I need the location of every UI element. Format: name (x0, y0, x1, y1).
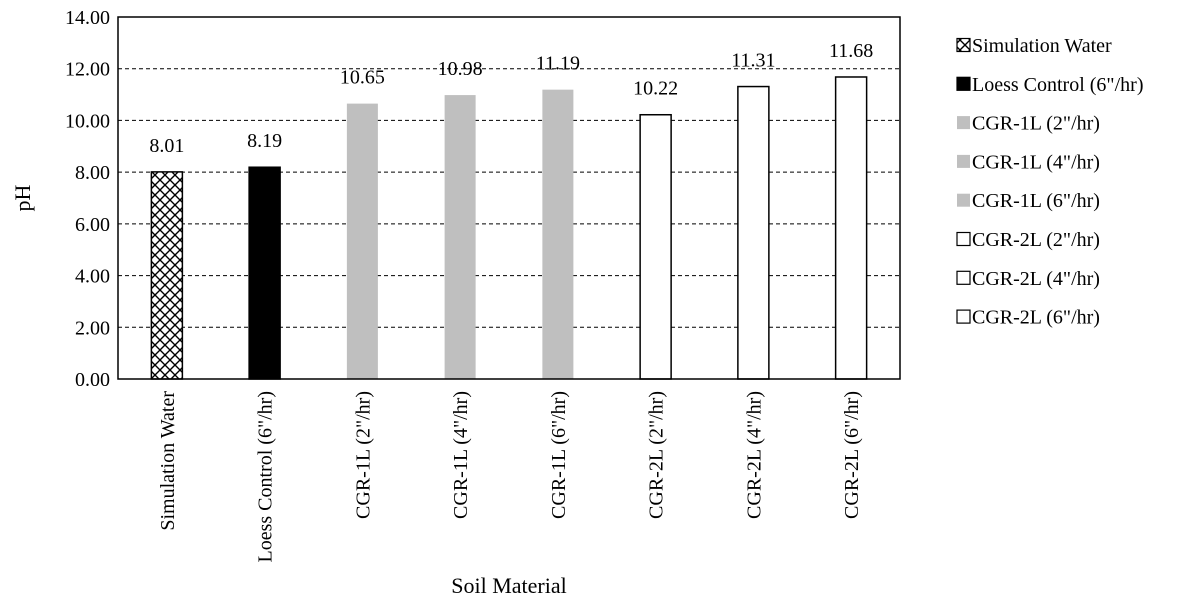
legend-label: CGR-1L (4"/hr) (972, 151, 1100, 173)
y-tick-label: 14.00 (65, 7, 110, 29)
x-tick-label: Simulation Water (157, 391, 179, 531)
bar (150, 171, 184, 380)
plot-area-border (117, 16, 901, 380)
x-tick-label: CGR-1L (4"/hr) (450, 391, 472, 519)
legend-swatch (957, 193, 970, 207)
y-tick-label: 2.00 (75, 317, 110, 339)
data-label: 10.65 (340, 67, 385, 89)
y-tick-label: 4.00 (75, 266, 110, 288)
x-tick-label: CGR-2L (2"/hr) (646, 391, 668, 519)
bar (737, 85, 770, 380)
bar (346, 103, 378, 379)
y-tick-label: 10.00 (65, 110, 110, 132)
y-tick-label: 12.00 (65, 59, 110, 81)
legend-swatch (956, 231, 971, 247)
y-tick-label: 0.00 (75, 369, 110, 391)
bar (639, 113, 672, 380)
legend-label: Simulation Water (972, 35, 1112, 57)
legend-label: CGR-2L (4"/hr) (972, 268, 1100, 290)
legend-swatch (956, 309, 971, 324)
data-label: 8.01 (149, 135, 184, 157)
legend-label: CGR-1L (2"/hr) (972, 113, 1100, 135)
data-label: 11.31 (731, 50, 775, 72)
x-tick-label: CGR-2L (4"/hr) (743, 391, 765, 519)
legend-swatch (957, 154, 970, 168)
legend-label: Loess Control (6"/hr) (972, 74, 1143, 96)
data-label: 10.22 (633, 78, 678, 100)
legend-swatch (956, 76, 971, 91)
bar (834, 76, 868, 380)
x-tick-label: CGR-1L (6"/hr) (548, 391, 570, 519)
legend-swatch (956, 37, 971, 53)
legend-label: CGR-2L (2"/hr) (972, 229, 1100, 251)
bars (150, 76, 868, 380)
y-tick-label: 6.00 (75, 214, 110, 236)
x-tick-label: Loess Control (6"/hr) (255, 391, 277, 562)
legend-swatch (956, 270, 971, 285)
data-label: 11.68 (829, 40, 873, 62)
legend: Simulation Water Loess Control (6"/hr) CGR… (956, 35, 1143, 329)
bar (542, 89, 574, 379)
data-labels: 8.01 8.19 10.65 10.98 11.19 10.22 11.31 11.68 (149, 40, 873, 157)
x-tick-label: CGR-2L (6"/hr) (841, 391, 863, 519)
legend-swatch (957, 116, 970, 130)
bar (444, 95, 476, 380)
y-tick-label: 8.00 (75, 162, 110, 184)
x-tick-label: CGR-1L (2"/hr) (352, 391, 374, 519)
legend-label: CGR-1L (6"/hr) (972, 190, 1100, 212)
y-axis-ticks: 0.00 2.00 4.00 6.00 8.00 10.00 12.00 14.00 (65, 7, 110, 391)
legend-label: CGR-2L (6"/hr) (972, 307, 1100, 329)
data-label: 11.19 (536, 53, 580, 75)
x-axis-title: Soil Material (451, 573, 566, 598)
y-axis-title: pH (10, 184, 35, 211)
gridlines (118, 68, 900, 328)
x-axis-ticks: Simulation Water Loess Control (6"/hr) CGR… (157, 391, 863, 563)
bar (248, 166, 281, 380)
data-label: 8.19 (247, 130, 282, 152)
data-label: 10.98 (438, 58, 483, 80)
